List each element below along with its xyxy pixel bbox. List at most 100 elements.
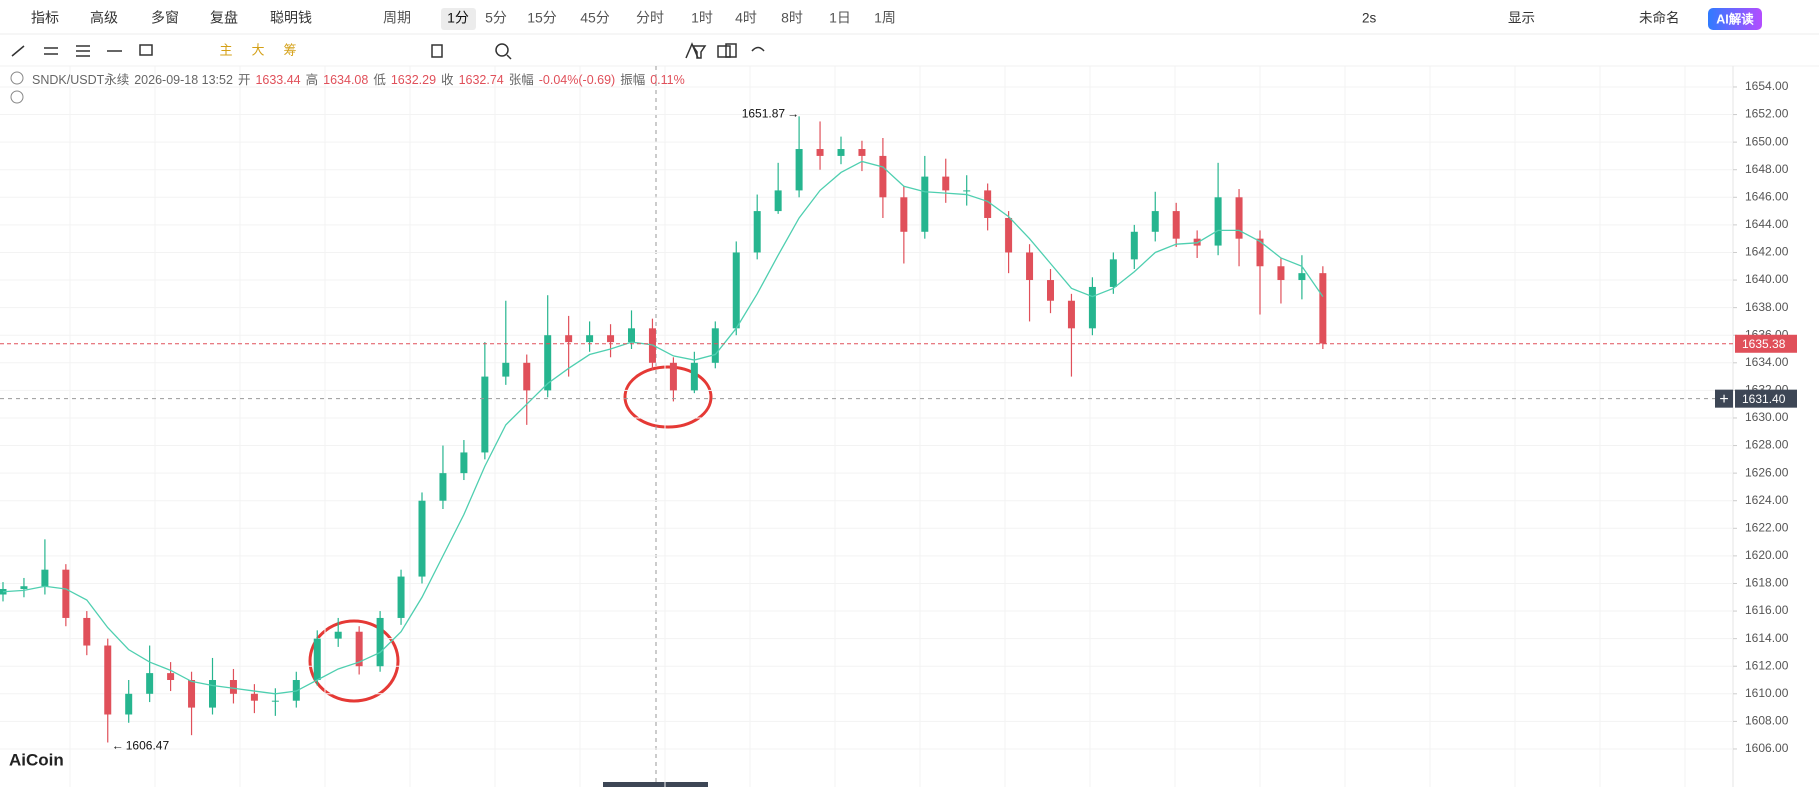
y-tick-label: 1614.00 [1745, 631, 1789, 645]
scrollbar[interactable] [603, 782, 708, 787]
candle-body [607, 335, 615, 343]
period-item[interactable]: 15分 [527, 10, 557, 26]
candle-body [104, 645, 112, 715]
drawing-label[interactable]: 筹 [283, 42, 296, 57]
annotation-circle [623, 365, 713, 429]
candle-body [418, 500, 426, 577]
toolbar-item[interactable]: 显示 [1508, 11, 1535, 26]
candle-body [1088, 286, 1096, 329]
candle-body [942, 176, 950, 191]
candle-body [544, 335, 552, 391]
y-tick-label: 1628.00 [1745, 438, 1789, 452]
period-item[interactable]: 分时 [636, 10, 664, 26]
candle-body [774, 190, 782, 212]
plus-icon: + [1719, 391, 1728, 408]
y-tick-label: 1644.00 [1745, 217, 1789, 231]
low-label: 1606.47 [126, 739, 170, 753]
toolbar-item[interactable]: 未命名 [1639, 10, 1680, 26]
crosshair-plus[interactable] [1715, 389, 1733, 408]
y-tick-label: 1634.00 [1745, 355, 1789, 369]
info-text: 1632.29 [390, 73, 437, 87]
y-tick-label: 1654.00 [1745, 79, 1789, 93]
candle-body [921, 176, 929, 232]
y-tick-label: 1642.00 [1745, 245, 1789, 259]
info-text: 张幅 [508, 73, 534, 87]
candle-body [628, 328, 635, 343]
last-price-label: 1635.38 [1742, 337, 1786, 351]
crosshair-label: 1631.40 [1742, 392, 1786, 406]
period-item[interactable]: 8时 [781, 10, 803, 26]
period-label[interactable]: 周期 [383, 10, 411, 26]
candle-body [1256, 238, 1264, 267]
candle-body [83, 617, 91, 646]
candle-body [669, 362, 677, 391]
toolbar-item[interactable]: 2s [1362, 11, 1377, 26]
candle-body [963, 190, 971, 192]
candle-body [753, 211, 761, 253]
symbol-info: SNDK/USDT永续 2026-09-18 13:52 开 1633.44 高 1634… [32, 69, 690, 88]
ai-button-bg[interactable] [1708, 8, 1762, 30]
y-tick-label: 1650.00 [1745, 134, 1789, 148]
toolbar-item[interactable]: 复盘 [210, 10, 238, 26]
info-text: 高 [305, 73, 319, 87]
period-item[interactable]: 45分 [580, 10, 610, 26]
annotation-circle [308, 619, 400, 703]
collapse-icon[interactable] [10, 71, 24, 85]
candle-body [146, 673, 154, 694]
candle-body [481, 376, 489, 453]
info-text: 低 [373, 73, 386, 87]
drawing-tools[interactable] [11, 42, 765, 60]
toolbar-item[interactable]: 高级 [90, 10, 118, 26]
candle-body [984, 190, 992, 218]
candle-body [313, 638, 321, 681]
candle-body [732, 252, 740, 329]
candle-body [376, 617, 384, 667]
arrow: ← [112, 739, 124, 753]
y-tick-label: 1638.00 [1745, 300, 1789, 314]
candle-body [460, 452, 468, 474]
period-item[interactable]: 1时 [691, 10, 713, 26]
candle-body [858, 149, 866, 156]
candle-body [20, 586, 28, 589]
info-text: 振幅 [620, 73, 646, 87]
candle-body [711, 328, 719, 363]
period-highlight [441, 8, 476, 30]
drawing-label[interactable]: 主 [219, 42, 232, 57]
candle-body [355, 631, 363, 667]
toolbar-item[interactable]: 多窗 [151, 10, 179, 26]
candle-body [62, 569, 70, 618]
high-label: 1651.87 [742, 107, 786, 121]
candle-body [167, 673, 175, 681]
plot [0, 66, 1733, 787]
candle-body [1047, 280, 1054, 301]
drawing-label[interactable]: 大 [251, 42, 264, 57]
toolbar-item[interactable]: 聪明钱 [270, 10, 312, 26]
candle-body [209, 680, 216, 708]
candle-body [565, 335, 573, 343]
y-tick-label: 1622.00 [1745, 520, 1789, 534]
period-item[interactable]: 1分 [447, 10, 469, 26]
candle-body [523, 362, 531, 391]
candle-body [188, 680, 196, 708]
y-tick-label: 1620.00 [1745, 548, 1789, 562]
y-tick-label: 1630.00 [1745, 410, 1789, 424]
toolbar-item[interactable]: 指标 [31, 10, 59, 26]
candle-body [1298, 273, 1306, 281]
last-price-tag [1735, 334, 1797, 353]
info-text: SNDK/USDT永续 [32, 73, 130, 87]
period-item[interactable]: 4时 [735, 10, 757, 26]
expand-icon[interactable] [10, 90, 24, 104]
crosshair-tag [1735, 389, 1797, 408]
y-tick-label: 1640.00 [1745, 272, 1789, 286]
period-item[interactable]: 1周 [874, 10, 896, 26]
candle-body [1151, 211, 1159, 232]
period-item[interactable]: 1日 [829, 10, 851, 26]
candle-body [795, 149, 803, 191]
y-tick-label: 1626.00 [1745, 465, 1789, 479]
info-text: 0.11% [650, 73, 685, 87]
info-text: 2026-09-18 13:52 [134, 73, 233, 87]
period-item[interactable]: 5分 [485, 10, 507, 26]
ai-button[interactable]: AI解读 [1716, 11, 1754, 26]
candle-body [502, 362, 510, 377]
